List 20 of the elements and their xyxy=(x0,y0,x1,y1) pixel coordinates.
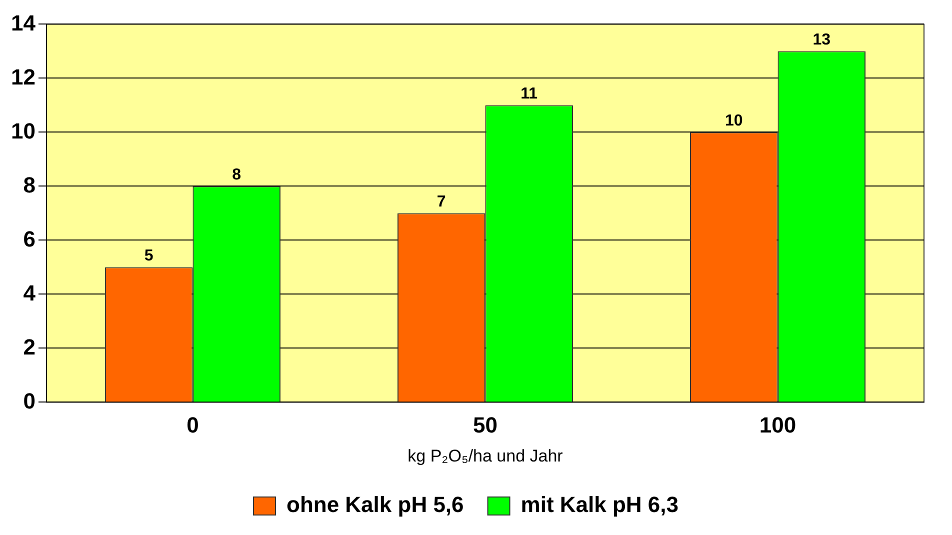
data-label: 13 xyxy=(812,32,831,49)
y-tick-label: 2 xyxy=(23,334,36,360)
data-label: 5 xyxy=(144,248,154,265)
x-tick-label: 50 xyxy=(472,412,498,438)
y-tick-label: 4 xyxy=(23,280,36,306)
y-tick-label: 6 xyxy=(23,226,36,252)
legend-label: ohne Kalk pH 5,6 xyxy=(286,492,464,518)
y-tick-label: 12 xyxy=(10,64,36,90)
x-tick-label: 100 xyxy=(759,412,796,438)
y-tick-label: 10 xyxy=(10,118,36,144)
data-label: 8 xyxy=(232,166,242,184)
legend-label: mit Kalk pH 6,3 xyxy=(520,492,678,518)
y-tick-label: 8 xyxy=(23,172,36,198)
data-label: 10 xyxy=(724,112,743,130)
y-tick-label: 0 xyxy=(23,388,36,414)
data-label: 11 xyxy=(520,86,538,103)
x-tick-label: 0 xyxy=(186,412,199,438)
data-label: 7 xyxy=(436,194,446,211)
x-axis-title: kg P₂O₅/ha und Jahr xyxy=(408,446,564,466)
y-tick-label: 14 xyxy=(10,10,36,36)
